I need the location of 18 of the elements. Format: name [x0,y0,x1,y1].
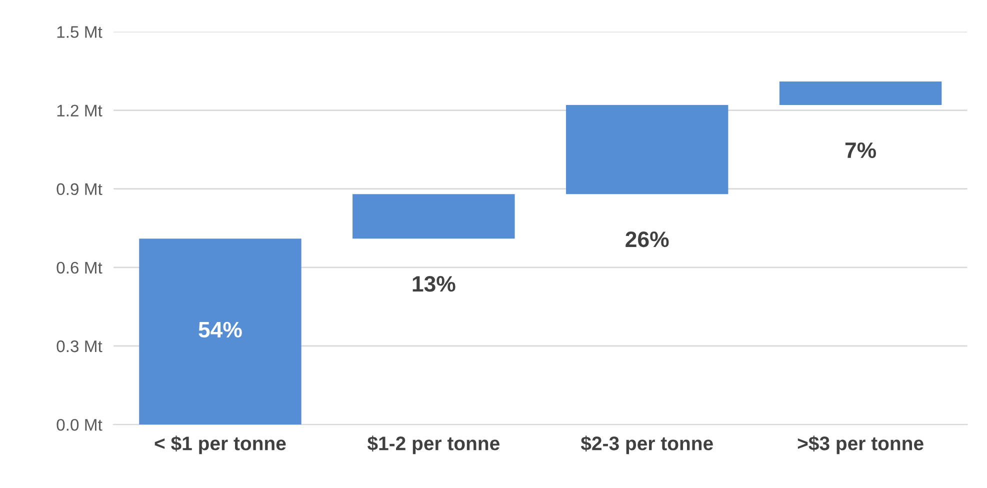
annotation: 7% [845,142,876,158]
x-tick-label: $1-2 per tonne [367,436,500,454]
y-tick-label: 1.5 Mt [57,26,102,38]
x-tick-label: >$3 per tonne [798,436,924,454]
bar [352,194,515,239]
y-tick-label: 0.6 Mt [56,262,102,274]
x-tick-label: < $1 per tonne [154,436,286,454]
bar [779,81,942,106]
x-tick-label: $2-3 per tonne [580,436,713,454]
y-tick-label: 0.0 Mt [56,418,102,431]
y-tick-label: 1.2 Mt [57,104,102,116]
annotation: 54% [198,322,242,338]
annotation: 13% [412,276,456,292]
y-tick-label: 0.9 Mt [56,183,102,196]
bar [139,238,302,425]
annotation: 26% [626,231,669,248]
bar [566,105,728,194]
y-tick-label: 0.3 Mt [56,340,102,352]
